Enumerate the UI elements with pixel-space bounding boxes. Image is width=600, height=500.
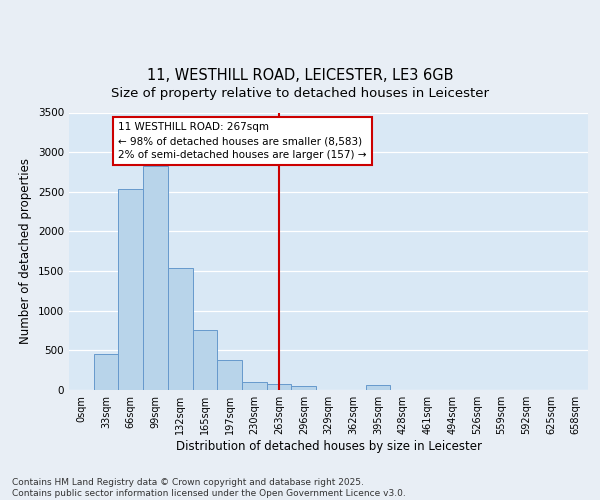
X-axis label: Distribution of detached houses by size in Leicester: Distribution of detached houses by size … xyxy=(176,440,482,453)
Bar xyxy=(94,354,118,390)
Bar xyxy=(118,190,143,390)
Bar xyxy=(143,166,168,390)
Bar xyxy=(242,382,267,390)
Bar xyxy=(365,385,390,390)
Y-axis label: Number of detached properties: Number of detached properties xyxy=(19,158,32,344)
Text: Size of property relative to detached houses in Leicester: Size of property relative to detached ho… xyxy=(111,87,489,100)
Bar xyxy=(267,384,292,390)
Text: Contains HM Land Registry data © Crown copyright and database right 2025.
Contai: Contains HM Land Registry data © Crown c… xyxy=(12,478,406,498)
Bar xyxy=(168,268,193,390)
Bar xyxy=(193,330,217,390)
Bar xyxy=(292,386,316,390)
Bar xyxy=(217,360,242,390)
Text: 11 WESTHILL ROAD: 267sqm
← 98% of detached houses are smaller (8,583)
2% of semi: 11 WESTHILL ROAD: 267sqm ← 98% of detach… xyxy=(118,122,367,160)
Text: 11, WESTHILL ROAD, LEICESTER, LE3 6GB: 11, WESTHILL ROAD, LEICESTER, LE3 6GB xyxy=(147,68,453,82)
